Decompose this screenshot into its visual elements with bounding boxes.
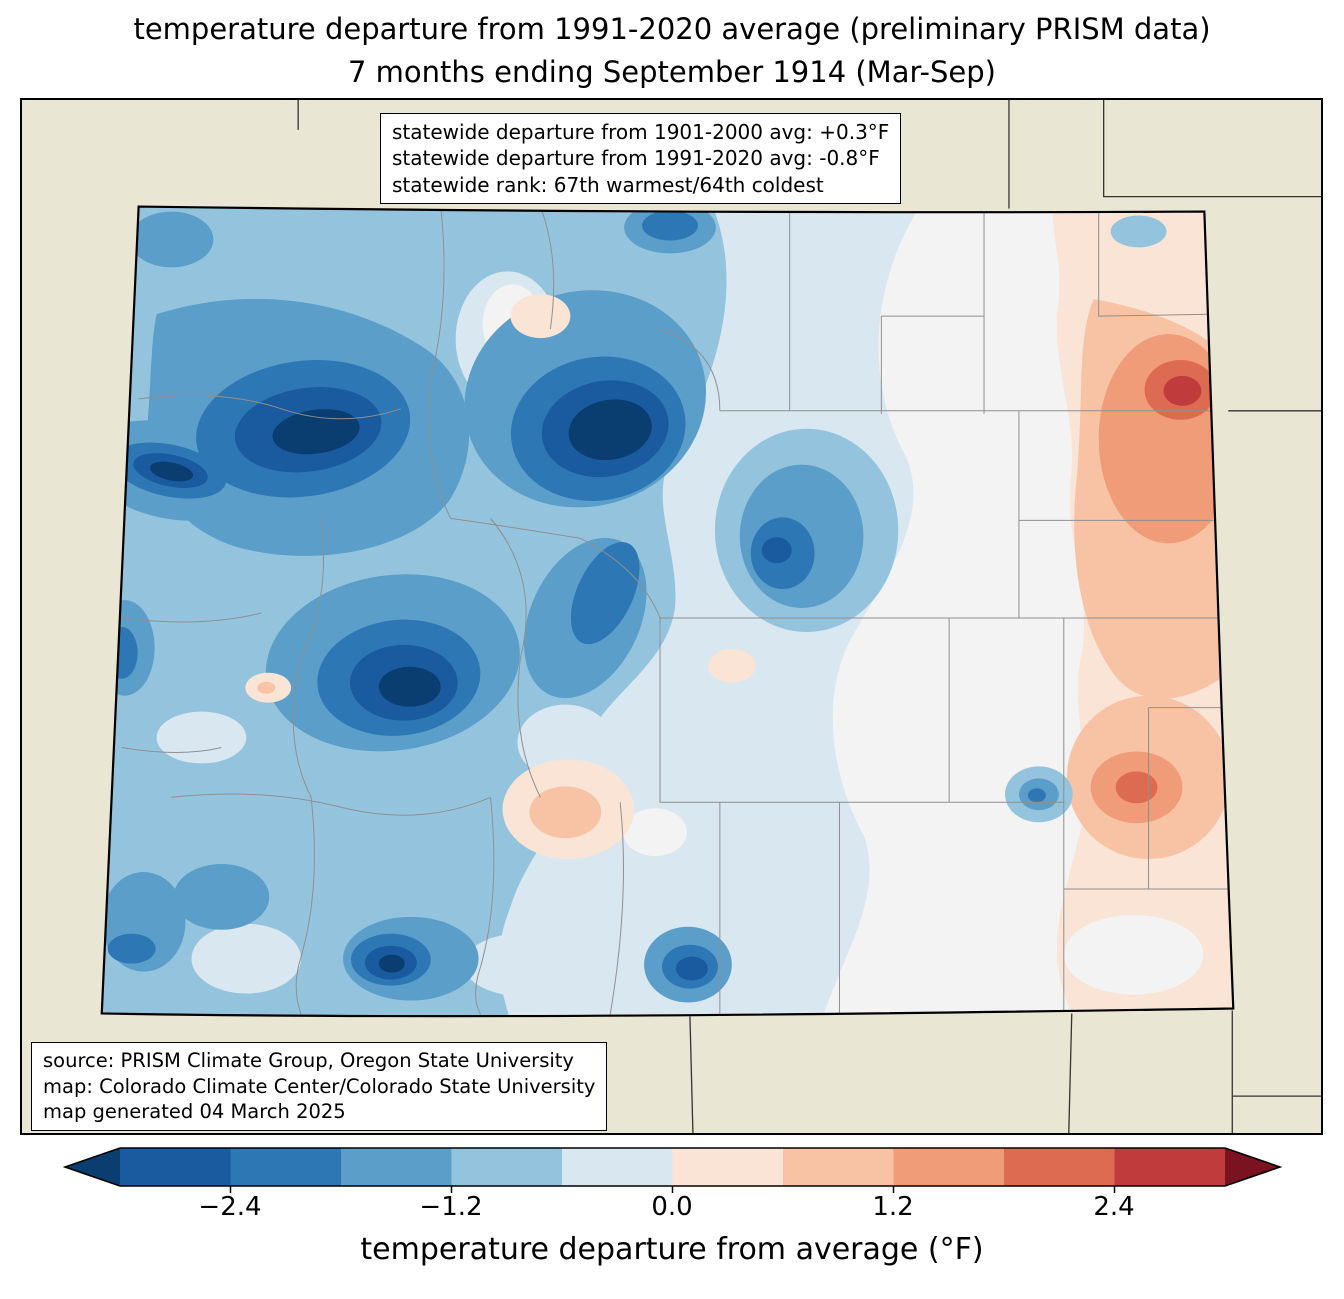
stats-line-2: statewide departure from 1991-2020 avg: … [392, 146, 880, 171]
colorbar-tick-label-0: −2.4 [198, 1192, 262, 1222]
colorbar-tick-label-4: 2.4 [1093, 1192, 1135, 1222]
colorbar-tick-label-3: 1.2 [872, 1192, 914, 1222]
page-title: temperature departure from 1991-2020 ave… [133, 12, 1211, 46]
stats-line-1: statewide departure from 1901-2000 avg: … [392, 120, 890, 144]
colorado-anomaly-map [22, 100, 1321, 1133]
warmest-spot-northeast [1163, 375, 1202, 406]
colorbar-ticks [229, 1186, 1116, 1193]
colorbar-axis-label: temperature departure from average (°F) [360, 1232, 984, 1267]
colorbar-under-arrow [65, 1148, 120, 1186]
county-lines [121, 206, 1234, 1015]
source-line-1: source: PRISM Climate Group, Oregon Stat… [43, 1049, 574, 1072]
page-subtitle: 7 months ending September 1914 (Mar-Sep) [348, 55, 996, 89]
neighbor-state-lines [297, 100, 1321, 1133]
colorbar-tick-label-1: −1.2 [419, 1192, 483, 1222]
colorbar-segments [120, 1148, 1225, 1186]
stats-line-3: statewide rank: 67th warmest/64th coldes… [392, 172, 824, 197]
colorbar [62, 1147, 1283, 1193]
colorado-border [100, 205, 1235, 1018]
colorbar-tick-label-2: 0.0 [651, 1192, 693, 1222]
source-line-3: map generated 04 March 2025 [43, 1100, 346, 1124]
coldest-core-central [568, 399, 652, 461]
colorbar-over-arrow [1225, 1148, 1280, 1186]
statewide-stats-box: statewide departure from 1901-2000 avg: … [380, 113, 902, 205]
contour-blobs [101, 206, 1234, 1017]
source-line-2: map: Colorado Climate Center/Colorado St… [43, 1074, 596, 1098]
map-panel: statewide departure from 1901-2000 avg: … [20, 98, 1323, 1135]
source-attribution-box: source: PRISM Climate Group, Oregon Stat… [31, 1042, 608, 1132]
colorbar-outline [62, 1147, 1283, 1187]
